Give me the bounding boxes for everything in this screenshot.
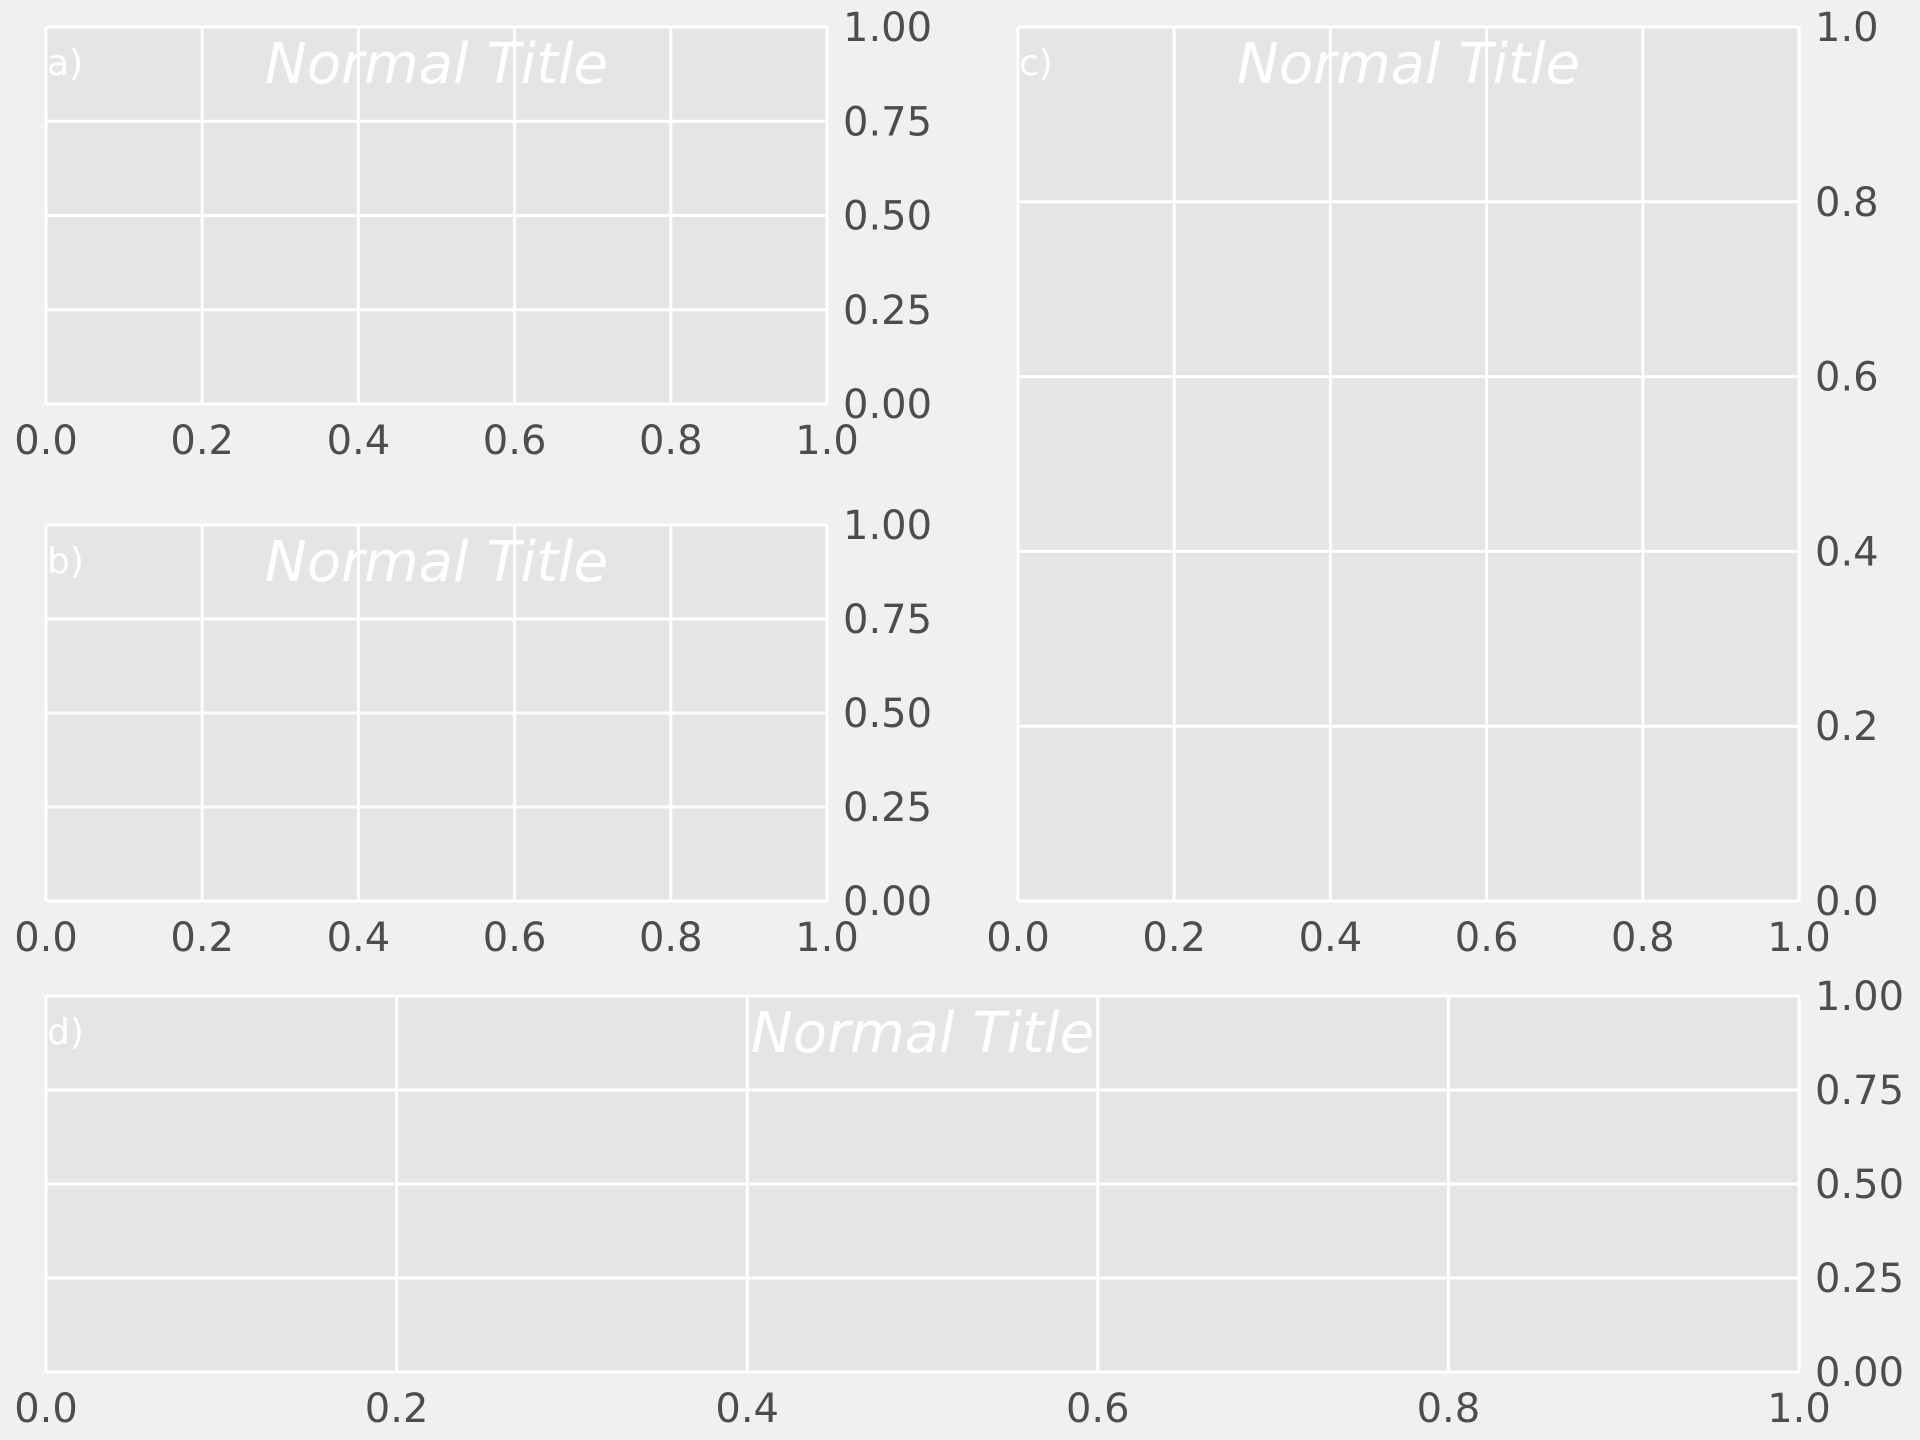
x-tick-label: 0.2	[170, 418, 234, 464]
x-tick-label: 0.0	[14, 915, 78, 961]
panels: 0.0 0.2 0.4 0.6 0.8 1.00.000.250.500.751.00No…	[14, 5, 1904, 1432]
y-tick-label: 0.00	[843, 382, 932, 428]
y-tick-label: 1.0	[1815, 5, 1879, 51]
panel-label: b)	[47, 541, 84, 582]
x-tick-label: 0.2	[170, 915, 234, 961]
panel-c: 0.0 0.2 0.4 0.6 0.8 1.00.00.20.40.60.81.0Norm…	[986, 5, 1878, 961]
x-tick-label: 1.0	[1767, 1386, 1831, 1432]
x-tick-label: 1.0	[795, 915, 859, 961]
y-tick-label: 0.25	[1815, 1256, 1904, 1302]
axes-background	[1018, 27, 1799, 901]
y-tick-label: 0.50	[843, 691, 932, 737]
y-tick-label: 1.00	[843, 5, 932, 51]
y-tick-label: 0.75	[843, 99, 932, 145]
panel-label: d)	[47, 1012, 84, 1053]
y-tick-label: 1.00	[843, 503, 932, 549]
y-tick-label: 0.8	[1815, 180, 1879, 226]
x-tick-label: 0.4	[327, 418, 391, 464]
x-tick-label: 0.4	[715, 1386, 779, 1432]
x-tick-label: 0.2	[1142, 915, 1206, 961]
x-tick-label: 0.4	[327, 915, 391, 961]
x-tick-label: 0.6	[1455, 915, 1519, 961]
x-tick-label: 0.8	[639, 418, 703, 464]
y-tick-label: 0.50	[843, 194, 932, 240]
x-tick-label: 0.0	[986, 915, 1050, 961]
panel-title: Normal Title	[265, 530, 608, 595]
panel-title: Normal Title	[751, 1001, 1094, 1066]
x-tick-label: 0.6	[1066, 1386, 1130, 1432]
x-tick-label: 0.4	[1299, 915, 1363, 961]
x-tick-label: 1.0	[1767, 915, 1831, 961]
y-tick-label: 0.00	[1815, 1350, 1904, 1396]
y-tick-label: 0.4	[1815, 529, 1879, 575]
y-tick-label: 0.50	[1815, 1162, 1904, 1208]
y-tick-label: 0.6	[1815, 355, 1879, 401]
x-tick-label: 0.8	[1611, 915, 1675, 961]
panel-label: c)	[1019, 43, 1053, 84]
y-tick-label: 0.2	[1815, 704, 1879, 750]
x-tick-label: 0.6	[483, 418, 547, 464]
y-tick-label: 0.75	[843, 597, 932, 643]
y-tick-label: 0.00	[843, 879, 932, 925]
x-tick-label: 0.6	[483, 915, 547, 961]
y-tick-label: 0.0	[1815, 879, 1879, 925]
panel-d: 0.0 0.2 0.4 0.6 0.8 1.00.00 0.25 0.50 0.75 1.00 No…	[14, 974, 1904, 1432]
y-tick-label: 0.25	[843, 288, 932, 334]
x-tick-label: 0.2	[365, 1386, 429, 1432]
panel-a: 0.0 0.2 0.4 0.6 0.8 1.00.00 0.25 0.50 0.75 1.00 No…	[14, 5, 932, 464]
panel-label: a)	[47, 43, 83, 84]
x-tick-label: 0.0	[14, 1386, 78, 1432]
x-tick-label: 1.0	[795, 418, 859, 464]
y-tick-label: 0.75	[1815, 1068, 1904, 1114]
x-tick-label: 0.8	[639, 915, 703, 961]
y-tick-label: 1.00	[1815, 974, 1904, 1020]
panel-title: Normal Title	[1237, 32, 1580, 97]
y-tick-label: 0.25	[843, 785, 932, 831]
x-tick-label: 0.8	[1417, 1386, 1481, 1432]
panel-title: Normal Title	[265, 32, 608, 97]
panel-b: 0.0 0.2 0.4 0.6 0.8 1.00.00 0.25 0.50 0.75 1.00 No…	[14, 503, 932, 961]
x-tick-label: 0.0	[14, 418, 78, 464]
